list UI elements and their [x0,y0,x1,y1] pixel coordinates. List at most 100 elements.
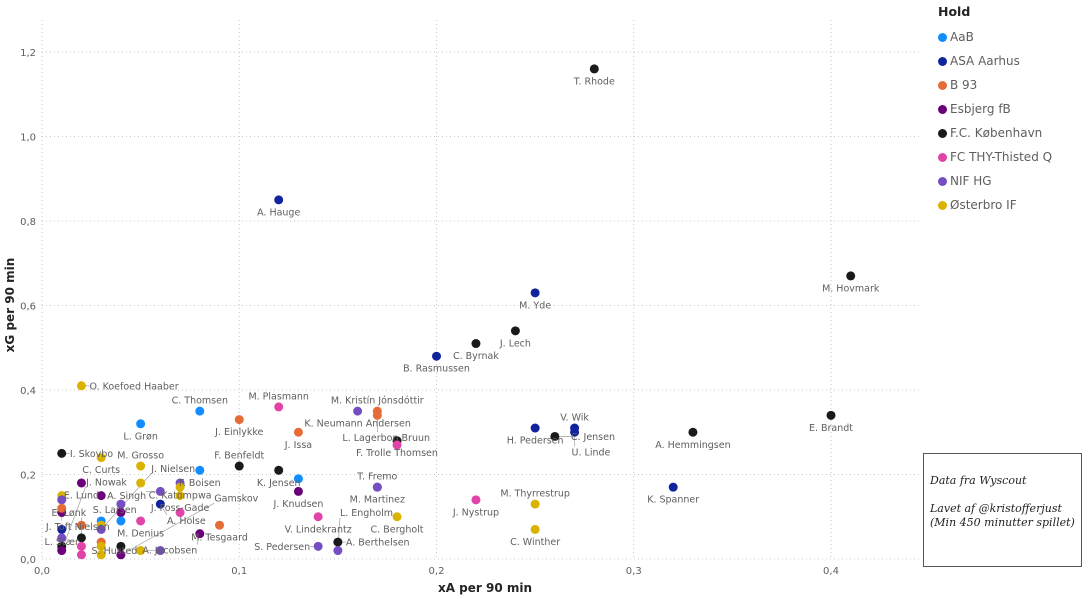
data-point[interactable]: C. Thomsen (AaB) [195,406,205,416]
data-point[interactable]: L. Stær (ASA Aarhus) [57,524,67,534]
legend-item[interactable]: NIF HG [938,169,1052,193]
data-point[interactable]: F. Boisen (AaB) [195,465,205,475]
data-point[interactable]: (F.C. København) [116,541,126,551]
data-point[interactable]: A. Jacobsen (Esbjerg fB) [195,529,205,539]
data-point[interactable]: I. Skovbo (F.C. København) [57,448,67,458]
data-point[interactable]: (Østerbro IF) [136,546,146,556]
data-point[interactable]: (Østerbro IF) [96,550,106,560]
point-label: M. Grosso [117,451,164,462]
legend-dot-icon [938,200,947,210]
data-point[interactable]: (NIF HG) [116,499,126,509]
legend-item[interactable]: F.C. København [938,121,1052,145]
point-label: M. Denius [117,528,164,539]
legend-item[interactable]: B 93 [938,73,1052,97]
data-point[interactable]: M. Grosso (Østerbro IF) [136,461,146,471]
data-point[interactable]: K. Spanner (ASA Aarhus) [668,482,678,492]
data-point[interactable]: (AaB) [116,516,126,526]
data-point[interactable]: V. Lindekrantz (FC THY-Thisted Q) [313,512,323,522]
point-label: V. Wik [560,413,589,424]
point-label: M. Kristín Jónsdóttir [331,396,424,407]
note-filter: (Min 450 minutter spillet) [930,516,1075,529]
data-point[interactable]: A. Singh (NIF HG) [155,486,165,496]
data-point[interactable]: (FC THY-Thisted Q) [392,440,402,450]
data-point[interactable]: F. Benfeldt (F.C. København) [234,461,244,471]
data-point[interactable]: S. Husted (NIF HG) [155,546,165,556]
legend-label: B 93 [950,78,978,92]
legend-item[interactable]: FC THY-Thisted Q [938,145,1052,169]
data-point[interactable]: (B 93) [76,520,86,530]
point-label: K. Neumann Andersen [304,419,411,430]
data-point[interactable]: U. Linde (ASA Aarhus) [570,427,580,437]
data-point[interactable]: M. Plasmann (FC THY-Thisted Q) [274,402,284,412]
point-label: J. Foss-Gade [150,503,210,514]
data-point[interactable]: T. Fremo (NIF HG) [372,482,382,492]
data-point[interactable]: O. Koefoed Haaber (Østerbro IF) [76,381,86,391]
point-label: J. Nystrup [452,507,499,518]
data-point[interactable]: (B 93) [57,503,67,513]
data-point[interactable]: S. Larsen (Esbjerg fB) [96,491,106,501]
data-point[interactable]: M. Tesgaard (B 93) [215,520,225,530]
data-point[interactable]: Gamskov (Esbjerg fB) [116,550,126,560]
data-point[interactable]: H. Pedersen (ASA Aarhus) [530,423,540,433]
data-point[interactable]: E. Lønk (FC THY-Thisted Q) [76,550,86,560]
data-point[interactable]: J. Nowak (Esbjerg fB) [57,546,67,556]
data-point[interactable]: A. Hemmingsen (F.C. København) [688,427,698,437]
data-point[interactable]: (FC THY-Thisted Q) [175,508,185,518]
legend-item[interactable]: Esbjerg fB [938,97,1052,121]
data-point[interactable]: S. Pedersen (NIF HG) [313,541,323,551]
legend-item[interactable]: ASA Aarhus [938,49,1052,73]
data-point[interactable]: J. Nystrup (FC THY-Thisted Q) [471,495,481,505]
point-label: A. Berthelsen [346,538,410,549]
data-point[interactable]: M. Thyrrestrup (Østerbro IF) [530,499,540,509]
data-point[interactable]: (AaB) [293,474,303,484]
legend-item[interactable]: AaB [938,25,1052,49]
data-point[interactable]: T. Rhode (F.C. København) [589,64,599,74]
x-tick-label: 0,3 [626,566,642,577]
source-note: Data fra Wyscout Lavet af @kristofferjus… [923,453,1082,567]
data-point[interactable]: C. Bergholt (Østerbro IF) [392,512,402,522]
data-point[interactable]: M. Denius (FC THY-Thisted Q) [136,516,146,526]
data-point[interactable]: L. Engholm (NIF HG) [333,546,343,556]
point-label: L. Lagerbon Bruun [342,433,430,444]
point-label: C. Curts [82,465,120,476]
data-point[interactable]: K. Neumann Andersen (NIF HG) [353,406,363,416]
data-point[interactable]: A. Hauge (ASA Aarhus) [274,195,284,205]
data-point[interactable]: C. Winther (Østerbro IF) [530,524,540,534]
data-point[interactable]: (Østerbro IF) [96,541,106,551]
data-point[interactable]: K. Jensen (F.C. København) [274,465,284,475]
data-point[interactable]: A. Berthelsen (F.C. København) [333,537,343,547]
data-point[interactable]: J. Nielsen (NIF HG) [96,524,106,534]
data-point[interactable]: J. Einlykke (B 93) [234,415,244,425]
data-point[interactable]: M. Hovmark (F.C. København) [846,271,856,281]
data-point[interactable]: (Østerbro IF) [136,478,146,488]
data-point[interactable]: M. Yde (ASA Aarhus) [530,288,540,298]
data-point[interactable]: (NIF HG) [57,533,67,543]
data-point[interactable]: J. Knudsen (Esbjerg fB) [293,486,303,496]
x-tick-label: 0,1 [231,566,247,577]
data-point[interactable]: (FC THY-Thisted Q) [76,541,86,551]
data-point[interactable]: C. Curts (Østerbro IF) [96,453,106,463]
legend-label: AaB [950,30,974,44]
data-point[interactable]: C. Byrnak (F.C. København) [471,339,481,349]
legend-label: F.C. København [950,126,1043,140]
x-axis-title: xA per 90 min [438,581,532,595]
legend-item[interactable]: Østerbro IF [938,193,1052,217]
data-point[interactable]: C. Jensen (F.C. København) [550,431,560,441]
point-label: C. Byrnak [453,351,499,362]
data-point[interactable]: J. Foss-Gade (Østerbro IF) [175,491,185,501]
point-label: H. Pedersen [507,436,564,447]
data-point[interactable]: E. Lund (Esbjerg fB) [76,478,86,488]
data-point[interactable]: L. Lagerbon Bruun (B 93) [372,410,382,420]
data-point[interactable]: A. Holse (ASA Aarhus) [155,499,165,509]
legend-label: NIF HG [950,174,992,188]
data-point[interactable]: L. Grøn (AaB) [136,419,146,429]
data-point[interactable]: (NIF HG) [57,495,67,505]
data-point[interactable]: (Østerbro IF) [175,482,185,492]
data-point[interactable]: E. Brandt (F.C. København) [826,410,836,420]
data-point[interactable]: (Esbjerg fB) [116,508,126,518]
label-leader-line [61,487,86,551]
data-point[interactable]: J. Lech (F.C. København) [510,326,520,336]
data-point[interactable]: B. Rasmussen (ASA Aarhus) [432,351,441,361]
data-point[interactable]: (F.C. København) [76,533,86,543]
data-point[interactable]: J. Issa (B 93) [293,427,303,437]
